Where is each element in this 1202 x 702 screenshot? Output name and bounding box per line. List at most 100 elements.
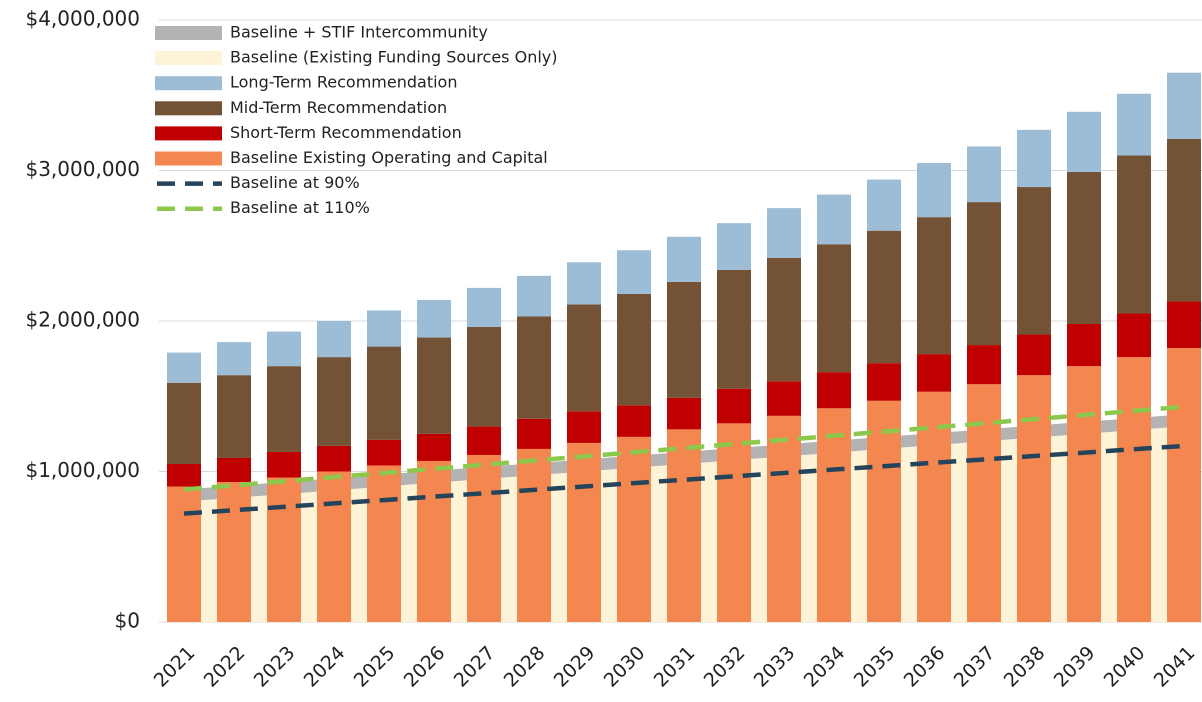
- bar: [1167, 72, 1201, 139]
- legend-swatch: [155, 76, 222, 91]
- bar: [467, 287, 501, 328]
- bar: [767, 381, 801, 416]
- legend-label: Long-Term Recommendation: [230, 73, 457, 92]
- bar: [417, 460, 451, 622]
- x-tick-label: 2029: [550, 642, 600, 692]
- bar: [817, 372, 851, 409]
- bar: [467, 454, 501, 622]
- bar: [567, 304, 601, 412]
- x-tick-label: 2034: [800, 642, 850, 692]
- legend-label: Mid-Term Recommendation: [230, 98, 447, 117]
- legend-swatch: [155, 101, 222, 116]
- legend: Baseline + STIF Intercommunity Baseline (…: [155, 23, 557, 217]
- bar: [1167, 138, 1201, 302]
- bar: [267, 366, 301, 452]
- bar: [1067, 111, 1101, 173]
- bar: [667, 236, 701, 282]
- legend-swatch: [155, 26, 222, 40]
- legend-label: Baseline + STIF Intercommunity: [230, 23, 488, 42]
- bar: [1117, 93, 1151, 156]
- bar: [1117, 155, 1151, 314]
- bar: [867, 400, 901, 622]
- bar: [167, 463, 201, 487]
- bar: [1117, 313, 1151, 358]
- bar: [167, 352, 201, 383]
- bar: [717, 223, 751, 270]
- bar: [1067, 324, 1101, 367]
- bar: [517, 418, 551, 449]
- bar: [667, 429, 701, 622]
- x-tick-label: 2021: [150, 642, 200, 692]
- bar: [967, 384, 1001, 622]
- bar: [317, 321, 351, 358]
- legend-label: Baseline Existing Operating and Capital: [230, 148, 548, 167]
- bar: [617, 436, 651, 622]
- legend-label: Baseline (Existing Funding Sources Only): [230, 48, 557, 67]
- bar: [267, 451, 301, 478]
- bar: [217, 375, 251, 458]
- x-tick-label: 2036: [900, 642, 950, 692]
- bar: [1117, 357, 1151, 622]
- bar: [1167, 348, 1201, 622]
- x-tick-label: 2026: [400, 642, 450, 692]
- y-tick-label: $1,000,000: [25, 458, 140, 482]
- bar: [267, 477, 301, 622]
- bar: [967, 146, 1001, 203]
- x-tick-label: 2030: [600, 642, 650, 692]
- x-tick-label: 2040: [1100, 642, 1150, 692]
- bar: [1017, 375, 1051, 622]
- bar: [967, 345, 1001, 385]
- bar: [917, 162, 951, 218]
- bar: [467, 327, 501, 427]
- y-tick-label: $2,000,000: [25, 308, 140, 332]
- bar: [517, 316, 551, 419]
- bar: [567, 262, 601, 305]
- x-tick-label: 2039: [1050, 642, 1100, 692]
- bar: [817, 408, 851, 622]
- bar: [567, 442, 601, 622]
- bar: [917, 354, 951, 392]
- bar: [217, 342, 251, 376]
- x-tick-label: 2023: [250, 642, 300, 692]
- bar: [267, 331, 301, 367]
- bar: [217, 482, 251, 622]
- bars: [167, 72, 1201, 622]
- x-tick-label: 2022: [200, 642, 250, 692]
- bar: [417, 337, 451, 434]
- bar: [867, 363, 901, 401]
- x-tick-label: 2024: [300, 642, 350, 692]
- bar: [617, 293, 651, 406]
- x-tick-label: 2035: [850, 642, 900, 692]
- bar: [367, 439, 401, 466]
- bar: [867, 230, 901, 364]
- bar: [617, 405, 651, 437]
- bar: [1167, 301, 1201, 349]
- legend-swatch: [155, 126, 222, 141]
- bar: [1017, 334, 1051, 376]
- bar: [517, 275, 551, 317]
- bar: [367, 465, 401, 622]
- bar: [317, 357, 351, 446]
- x-tick-label: 2033: [750, 642, 800, 692]
- x-tick-label: 2028: [500, 642, 550, 692]
- bar: [317, 471, 351, 622]
- x-tick-label: 2027: [450, 642, 500, 692]
- bar: [517, 448, 551, 622]
- bar: [1017, 129, 1051, 188]
- bar: [367, 310, 401, 347]
- legend-swatch: [155, 151, 222, 166]
- bar: [1017, 187, 1051, 335]
- x-tick-label: 2031: [650, 642, 700, 692]
- y-tick-label: $3,000,000: [25, 157, 140, 181]
- x-tick-label: 2038: [1000, 642, 1050, 692]
- bar: [167, 486, 201, 622]
- legend-swatch: [155, 51, 222, 66]
- bar: [717, 269, 751, 389]
- bar: [417, 299, 451, 338]
- x-tick-label: 2025: [350, 642, 400, 692]
- y-tick-label: $0: [115, 609, 140, 633]
- bar: [767, 415, 801, 622]
- bar: [917, 217, 951, 355]
